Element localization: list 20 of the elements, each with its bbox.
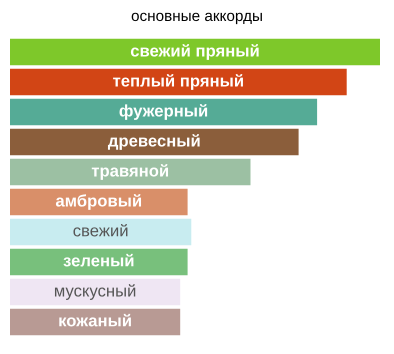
bar <box>10 68 347 96</box>
y-tick-label: кожаный <box>59 314 131 326</box>
y-tick-label: теплый пряный <box>113 74 243 90</box>
y-tick-label: травяной <box>92 164 168 180</box>
bar <box>10 248 188 276</box>
bar <box>10 128 299 156</box>
y-tick-label: зеленый <box>63 254 134 266</box>
chart-title: основные аккорды <box>132 12 262 24</box>
y-tick-label: амбровый <box>56 194 142 210</box>
bar <box>10 38 380 66</box>
y-tick-label: древесный <box>108 134 200 150</box>
bar <box>10 158 250 186</box>
bar <box>10 278 180 306</box>
bar <box>10 98 318 126</box>
y-tick-label: свежий пряный <box>130 44 259 60</box>
bar <box>10 218 192 246</box>
y-tick-label: мускусный <box>54 284 136 300</box>
y-tick-label: фужерный <box>120 104 208 120</box>
bar <box>10 308 180 336</box>
y-tick-label: свежий <box>73 224 128 236</box>
